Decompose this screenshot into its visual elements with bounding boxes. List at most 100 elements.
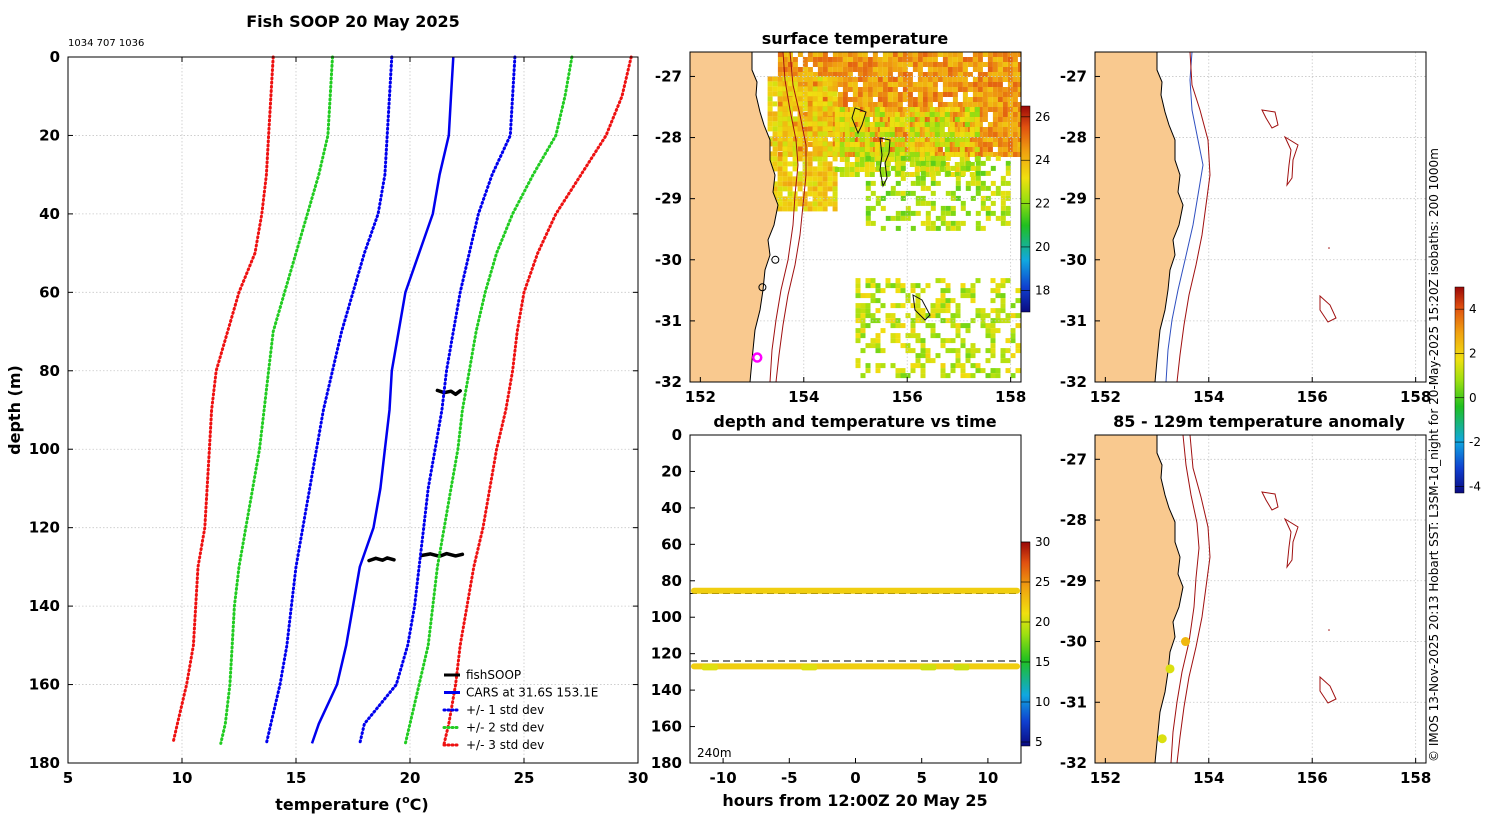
sst-pixel: [1000, 180, 1006, 186]
sst-pixel: [792, 156, 798, 162]
fishsoop-segment: [367, 556, 396, 563]
sst-pixel: [975, 313, 981, 319]
sst-pixel: [1007, 122, 1013, 127]
sst-pixel: [832, 171, 838, 177]
sst-pixel: [935, 333, 941, 339]
sst-pixel: [935, 298, 941, 304]
sst-pixel: [930, 323, 936, 329]
sst-pixel: [897, 127, 903, 132]
sst-pixel: [879, 172, 885, 177]
sst-pixel: [882, 122, 888, 127]
sst-pixel: [935, 160, 941, 166]
sst-pixel: [907, 77, 913, 82]
sst-pixel: [817, 186, 823, 192]
sst-pixel: [882, 107, 888, 112]
sst-pixel: [767, 116, 773, 122]
sst-pixel: [812, 62, 818, 67]
sst-pixel: [782, 146, 788, 152]
sst-pixel: [887, 87, 893, 92]
sst-pixel: [872, 132, 878, 137]
sst-pixel: [945, 220, 951, 226]
sst-pixel: [852, 52, 858, 57]
sst-pixel: [834, 127, 840, 132]
sst-pixel: [927, 92, 933, 97]
sst-pixel: [1015, 298, 1021, 304]
sst-pixel: [955, 333, 961, 339]
sst-pixel: [802, 121, 808, 127]
sst-pixel: [792, 151, 798, 157]
std-dev-line: [442, 55, 633, 745]
sst-pixel: [997, 72, 1003, 77]
sst-pixel: [865, 155, 871, 161]
sst-pixel: [889, 132, 895, 137]
colorbar-tick-label: 26: [1035, 110, 1050, 124]
sst-pixel: [870, 338, 876, 344]
std-dev-line: [171, 55, 275, 745]
sst-pixel: [837, 137, 843, 142]
sst-pixel: [847, 67, 853, 72]
sst-pixel: [832, 156, 838, 162]
sst-pixel: [869, 172, 875, 177]
sst-pixel: [932, 87, 938, 92]
time-series-annotation: 240m: [697, 746, 732, 760]
sst-pixel: [837, 67, 843, 72]
sst-pixel: [1017, 147, 1021, 152]
sst-pixel: [777, 176, 783, 182]
sst-pixel: [1000, 283, 1006, 289]
sst-pixel: [910, 180, 916, 186]
sst-pixel: [847, 152, 853, 157]
sst-pixel: [922, 137, 928, 142]
sst-pixel: [955, 328, 961, 334]
sst-pixel: [807, 102, 813, 107]
sst-pixel: [872, 82, 878, 87]
sst-pixel: [857, 97, 863, 102]
seamount-contour: [1261, 109, 1279, 129]
sst-pixel: [802, 201, 808, 207]
sst-pixel: [807, 191, 813, 197]
sst-pixel: [924, 167, 930, 172]
sst-pixel: [915, 200, 921, 206]
sst-pixel: [929, 152, 935, 157]
sst-pixel: [919, 137, 925, 142]
sst-pixel: [842, 67, 848, 72]
sst-pixel: [995, 215, 1001, 221]
sst-pixel: [884, 167, 890, 172]
sst-pixel: [777, 181, 783, 187]
sst-pixel: [892, 77, 898, 82]
sst-pixel: [817, 146, 823, 152]
sst-pixel: [802, 112, 808, 117]
sst-pixel: [997, 127, 1003, 132]
legend-label: +/- 3 std dev: [466, 738, 544, 752]
sst-pixel: [940, 363, 946, 369]
sst-pixel: [962, 102, 968, 107]
surface-title: surface temperature: [762, 29, 949, 48]
sst-pixel: [859, 162, 865, 167]
sst-pixel: [982, 132, 988, 137]
sst-pixel: [955, 313, 961, 319]
sst-pixel: [777, 106, 783, 112]
sst-pixel: [817, 111, 823, 117]
sst-pixel: [992, 77, 998, 82]
sst-pixel: [812, 191, 818, 197]
sst-pixel: [945, 225, 951, 231]
sst-pixel: [939, 112, 945, 117]
sst-pixel: [977, 97, 983, 102]
sst-pixel: [952, 77, 958, 82]
sst-pixel: [922, 62, 928, 67]
sst-pixel: [967, 137, 973, 142]
sst-pixel: [817, 126, 823, 132]
sst-pixel: [862, 72, 868, 77]
sst-pixel: [857, 102, 863, 107]
sst-pixel: [940, 298, 946, 304]
sst-pixel: [852, 102, 858, 107]
sst-pixel: [990, 180, 996, 186]
map-y-tick-label: -31: [655, 312, 682, 330]
sst-pixel: [827, 201, 833, 207]
sst-pixel: [929, 122, 935, 127]
sst-pixel: [787, 111, 793, 117]
sst-pixel: [920, 195, 926, 201]
sst-pixel: [952, 122, 958, 127]
sst-pixel: [1005, 220, 1011, 226]
sst-pixel: [854, 162, 860, 167]
sst-pixel: [822, 181, 828, 187]
